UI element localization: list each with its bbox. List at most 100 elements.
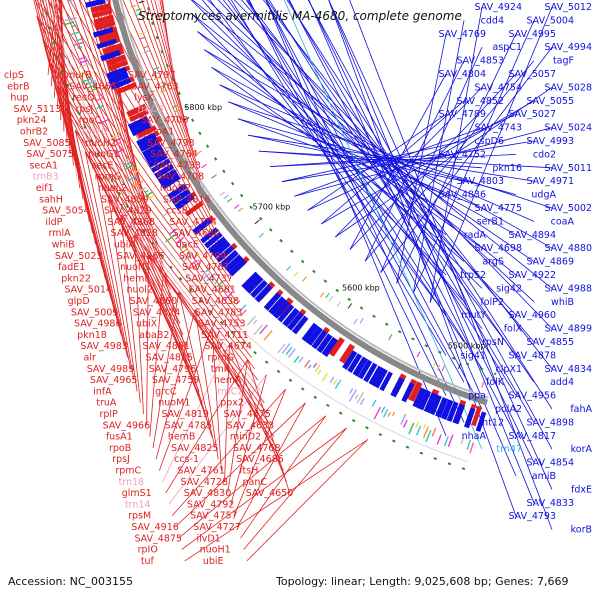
label-connector (65, 107, 249, 347)
label-connector (158, 326, 213, 471)
gene-label-right: polA2 (495, 404, 522, 415)
feature-tick (75, 38, 82, 42)
inner-feature-tick (196, 150, 202, 155)
gene-label-right: SAV_5057 (508, 69, 556, 80)
cds-block (357, 359, 373, 380)
gene-label-left: secE (91, 160, 113, 171)
feature-tick (391, 411, 396, 417)
gene-label-right: cspD6 (474, 136, 504, 147)
gene-label-left: rpmC (115, 466, 141, 477)
cds-block (91, 8, 113, 19)
gene-labels: SAV_5012 SAV_5004 SAV_4995 SAV_4994 tagF SAV_… (4, 2, 592, 567)
gene-label-left: fusA1 (106, 432, 133, 443)
label-connector (49, 62, 181, 324)
gene-label-left: trn18 (119, 477, 145, 488)
gene-label-right: SAV_4793 (508, 511, 556, 522)
label-connector (74, 130, 128, 358)
inner-feature-tick (328, 295, 334, 302)
label-connector (88, 0, 143, 189)
feature-tick (176, 236, 185, 244)
gene-label-right: fahA (570, 404, 592, 415)
cds-block (100, 49, 121, 62)
inner-feature-tick (226, 197, 233, 203)
summary-bg (272, 570, 596, 590)
label-connector (135, 0, 198, 166)
gene-label-right: argS (482, 257, 504, 268)
label-connector (42, 39, 240, 313)
gene-label-right: SAV_5004 (526, 15, 574, 26)
feature-tick (78, 56, 86, 61)
cds-block (429, 394, 442, 416)
cds-block (452, 403, 466, 425)
feature-tick (422, 424, 426, 429)
gene-label-right: folK (486, 377, 505, 388)
gene-label-left: ebrB (7, 81, 29, 92)
gene-label-right: fdxE (571, 484, 592, 495)
feature-tick (321, 372, 329, 382)
inner-feature-tick (201, 163, 207, 169)
cds-block (224, 254, 244, 273)
label-connector (288, 0, 517, 436)
label-connector (146, 254, 149, 426)
gene-label-left: SAV_4792 (187, 499, 235, 510)
cds-block (245, 275, 264, 294)
label-connector (122, 0, 205, 189)
cds-block (471, 405, 482, 427)
gene-label-left: trn14 (125, 499, 151, 510)
label-connector (265, 0, 483, 410)
label-connector (247, 359, 291, 494)
feature-tick (68, 0, 74, 2)
cds-block (192, 217, 212, 235)
feature-tick (317, 369, 322, 375)
cds-block (412, 387, 427, 409)
gene-label-left: SAV_4966 (103, 420, 151, 431)
cds-block (363, 362, 378, 383)
cds-block (160, 173, 181, 190)
label-connector (206, 0, 535, 303)
inner-feature-tick (153, 66, 160, 71)
scale-ticks: 6200 kbp6100 kbp6000 kbp5900 kbp5800 kbp… (42, 0, 497, 471)
gene-label-right: SAV_5024 (544, 123, 592, 134)
gene-label-left: nuoN1 (120, 262, 151, 273)
cds-block (379, 371, 393, 392)
scale-tick-label: 5700 kbp (253, 203, 291, 212)
gene-label-left: SAV_4828 (111, 228, 159, 239)
cds-block (127, 116, 149, 131)
outer-guide-arc (51, 0, 468, 463)
gene-label-left: SAV_4861 (142, 341, 190, 352)
gene-label-left: SAV_4816 (163, 194, 211, 205)
cds-block (216, 245, 235, 263)
gene-label-left: SAV_4797 (128, 70, 176, 81)
label-connector (157, 0, 182, 109)
feature-tick (408, 422, 415, 435)
gene-label-right: SAV_4960 (508, 310, 556, 321)
feature-tick (77, 46, 83, 49)
label-connector (93, 0, 140, 177)
label-connector (96, 173, 135, 381)
feature-tick (84, 80, 97, 86)
accession-bg (4, 570, 124, 590)
cds-block (301, 322, 319, 343)
label-connector (283, 0, 483, 450)
inner-feature-tick (130, 4, 137, 8)
gene-label-right: SAV_4899 (544, 324, 592, 335)
gene-label-left: SAV_4783 (195, 307, 243, 318)
feature-tick (169, 228, 178, 235)
label-connector (241, 0, 535, 343)
inner-feature-tick (234, 204, 240, 210)
gene-label-left: grcC (155, 386, 177, 397)
feature-tick (436, 434, 442, 445)
feature-tick (113, 136, 123, 143)
gene-label-right: SAV_4817 (508, 431, 556, 442)
gene-label-right: trpS2 (460, 270, 486, 281)
label-connector (364, 60, 465, 262)
cds-block (136, 132, 157, 148)
gene-label-left: hemB (168, 432, 196, 443)
scale-tick (254, 219, 260, 225)
gene-label-left: SAV_4674 (204, 341, 252, 352)
gene-label-left: minD2 (230, 432, 261, 443)
gene-label-left: alr (84, 353, 96, 364)
label-connector (240, 415, 327, 539)
label-connector (150, 0, 189, 132)
cds-block (167, 183, 188, 200)
